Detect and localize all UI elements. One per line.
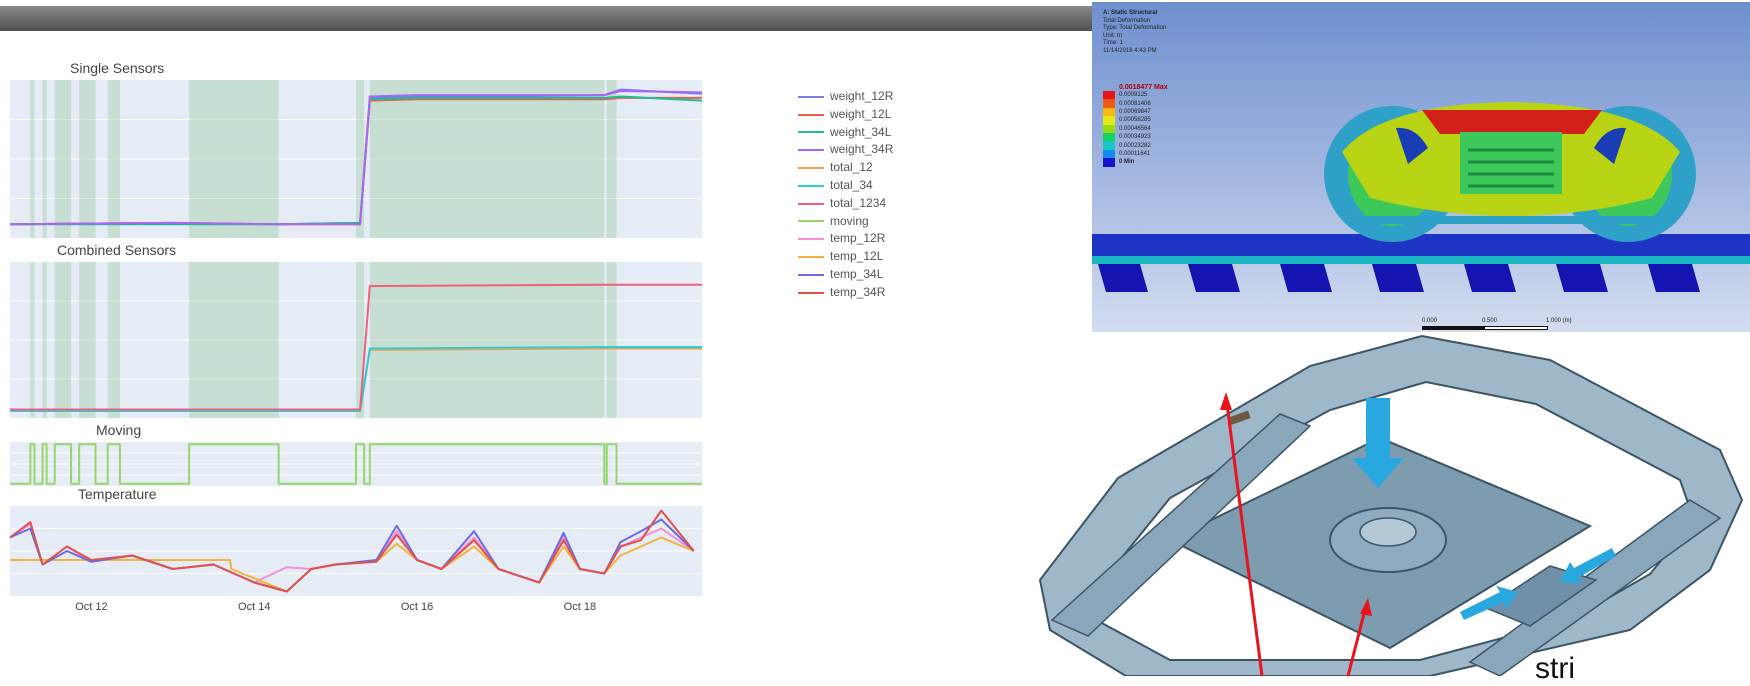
- legend-item-total_12[interactable]: total_12: [798, 159, 893, 177]
- colorbar-entry: 0.00034923: [1103, 132, 1168, 142]
- cad-annotation-label: stri: [1535, 652, 1575, 685]
- legend-label: moving: [830, 213, 869, 228]
- colorbar-entry: 0.00069847: [1103, 107, 1168, 117]
- legend-label: weight_34L: [830, 124, 892, 139]
- panel-title-2: Moving: [96, 422, 141, 438]
- colorbar-entry: 0.00011641: [1103, 149, 1168, 159]
- moving-shade: [79, 80, 96, 238]
- panel-title-0: Single Sensors: [70, 60, 164, 76]
- legend-swatch: [798, 131, 824, 134]
- series-total_1234: [10, 283, 702, 411]
- colorbar-entry: 0.00081406: [1103, 99, 1168, 108]
- moving-shade: [606, 80, 617, 238]
- legend-label: weight_12L: [830, 106, 892, 121]
- legend-label: weight_12R: [830, 89, 894, 103]
- legend-item-temp_12L[interactable]: temp_12L: [798, 248, 893, 266]
- legend-label: total_34: [830, 177, 873, 192]
- moving-shade: [369, 262, 605, 418]
- legend-item-weight_12R[interactable]: weight_12R: [798, 88, 893, 106]
- legend-swatch: [798, 238, 824, 241]
- fea-header-line: Type: Total Deformation: [1103, 25, 1167, 31]
- sensor-charts: Single Sensors Combined Sensors Moving Temp…: [9, 60, 703, 613]
- legend-label: temp_34L: [830, 266, 884, 281]
- x-tick-label: Oct 14: [238, 601, 270, 613]
- moving-shade: [30, 80, 35, 238]
- legend-swatch: [798, 149, 824, 152]
- legend-swatch: [798, 113, 824, 116]
- bogie-cad-image: [1038, 334, 1744, 676]
- legend-item-weight_34L[interactable]: weight_34L: [798, 124, 893, 142]
- moving-shade: [30, 262, 35, 418]
- colorbar-entry: 0.00046564: [1103, 124, 1168, 133]
- legend-label: temp_34R: [830, 284, 886, 299]
- legend-swatch: [798, 95, 824, 98]
- fea-header-line: Unit: m: [1103, 32, 1123, 39]
- legend-item-total_1234[interactable]: total_1234: [798, 195, 893, 213]
- legend-swatch: [798, 273, 824, 276]
- series-temp_34R: [9, 509, 695, 593]
- panel-title-1: Combined Sensors: [57, 242, 176, 258]
- legend-label: weight_34R: [830, 142, 894, 157]
- moving-shade: [54, 80, 72, 238]
- chart-legend: weight_12R weight_12L weight_34L weight_34R…: [798, 88, 893, 302]
- legend-item-moving[interactable]: moving: [798, 213, 893, 231]
- legend-label: temp_12R: [830, 231, 886, 246]
- fea-header: A: Static Structural Total Deformation Typ…: [1103, 10, 1166, 55]
- legend-item-weight_12L[interactable]: weight_12L: [798, 106, 893, 124]
- legend-item-total_34[interactable]: total_34: [798, 177, 893, 195]
- legend-swatch: [798, 184, 824, 187]
- legend-swatch: [798, 256, 824, 258]
- scale-label-2: 1.000 (m): [1546, 318, 1572, 324]
- colorbar-entry: 0.00058285: [1103, 116, 1168, 125]
- colorbar-entry: 0.00023282: [1103, 141, 1168, 150]
- x-tick-label: Oct 12: [75, 601, 107, 613]
- legend-swatch: [798, 220, 824, 223]
- moving-shade: [189, 262, 279, 418]
- fea-simulation-image: A: Static Structural Total Deformation Typ…: [1092, 2, 1750, 332]
- fea-colorbar: 0.0018477 Max 0.0009125 0.00081406 0.00069…: [1103, 84, 1168, 167]
- moving-shade: [54, 262, 72, 418]
- scale-label-1: 0.500: [1482, 318, 1498, 324]
- fea-header-line: A: Static Structural: [1103, 10, 1158, 16]
- legend-item-temp_34L[interactable]: temp_34L: [798, 266, 893, 284]
- colorbar-max-label: 0.0018477 Max: [1119, 84, 1168, 91]
- moving-shade: [189, 80, 279, 238]
- bogie-deformation-render: [1092, 102, 1750, 292]
- moving-shade: [107, 262, 120, 418]
- colorbar-entry: 0.0009125: [1103, 91, 1168, 100]
- moving-shade: [356, 262, 365, 418]
- series-moving: [10, 443, 702, 485]
- legend-swatch: [798, 167, 824, 170]
- legend-label: total_1234: [830, 195, 887, 210]
- legend-swatch: [798, 202, 824, 205]
- moving-shade: [356, 80, 365, 238]
- legend-label: temp_12L: [830, 249, 884, 264]
- moving-shade: [42, 262, 47, 418]
- moving-shade: [79, 262, 96, 418]
- panel-title-3: Temperature: [78, 486, 157, 502]
- legend-item-temp_34R[interactable]: temp_34R: [798, 284, 893, 302]
- series-weight_34R: [9, 89, 703, 226]
- moving-shade: [42, 80, 47, 238]
- header-bar: [0, 6, 1092, 31]
- series-total_34: [10, 346, 702, 412]
- colorbar-entry: 0 Min: [1103, 158, 1168, 167]
- fea-header-line: Total Deformation: [1103, 17, 1151, 24]
- legend-item-weight_34R[interactable]: weight_34R: [798, 141, 893, 159]
- x-tick-label: Oct 16: [401, 601, 433, 613]
- fea-header-line: Time: 1: [1103, 40, 1123, 46]
- x-tick-label: Oct 18: [564, 601, 596, 613]
- fea-header-line: 11/14/2018 4:43 PM: [1103, 47, 1157, 54]
- moving-shade: [107, 80, 120, 238]
- moving-shade: [606, 262, 617, 418]
- moving-shade: [369, 80, 605, 238]
- scale-label-0: 0.000: [1422, 318, 1438, 324]
- legend-item-temp_12R[interactable]: temp_12R: [798, 230, 893, 248]
- legend-swatch: [798, 291, 824, 294]
- legend-label: total_12: [830, 160, 873, 175]
